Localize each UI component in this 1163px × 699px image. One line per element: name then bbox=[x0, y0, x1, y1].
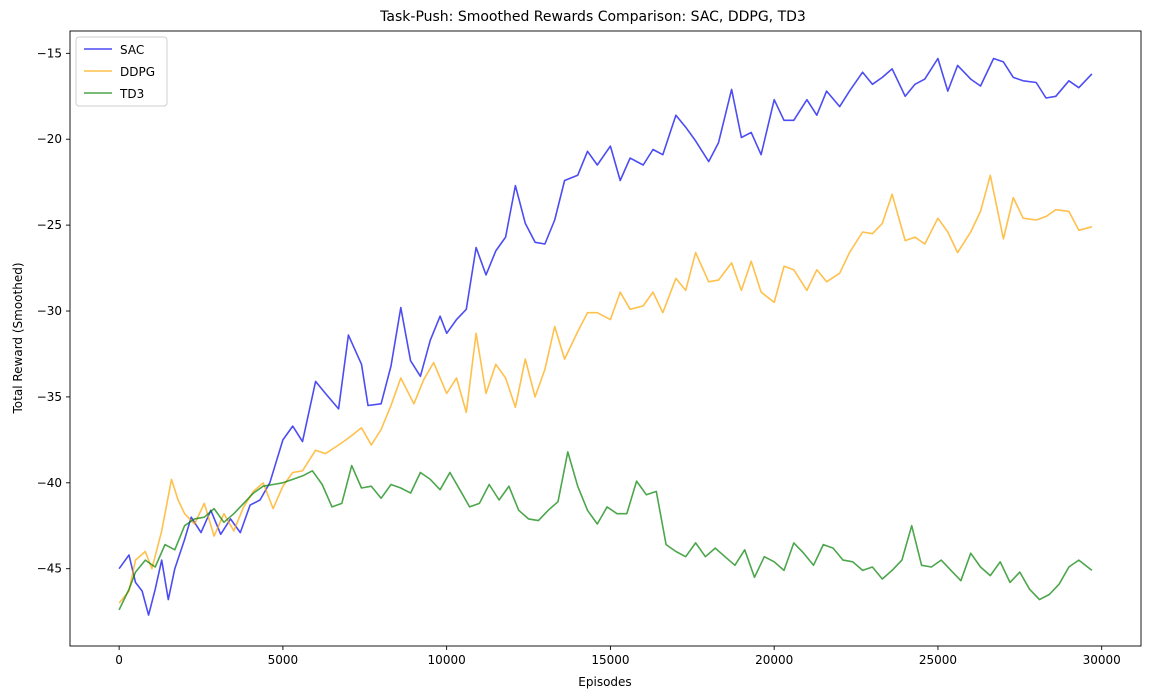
series-line-td3 bbox=[118, 451, 1093, 611]
chart-title: Task-Push: Smoothed Rewards Comparison: … bbox=[379, 9, 806, 25]
legend-box bbox=[75, 36, 168, 107]
series-line-ddpg bbox=[118, 174, 1093, 604]
x-axis-ticks: 0 5000 10000 15000 20000 25000 30000 bbox=[115, 646, 1121, 667]
x-tick-label: 25000 bbox=[919, 653, 957, 667]
x-tick-label: 30000 bbox=[1083, 653, 1121, 667]
plot-area bbox=[69, 30, 1142, 647]
legend-label-td3: TD3 bbox=[119, 87, 144, 101]
y-tick-label: −30 bbox=[37, 304, 62, 318]
series-line-sac bbox=[118, 57, 1093, 616]
x-axis-label: Episodes bbox=[578, 675, 631, 689]
legend-label-ddpg: DDPG bbox=[120, 65, 155, 79]
y-axis-ticks: −45 −40 −35 −30 −25 −20 −15 bbox=[37, 46, 70, 576]
series-layer bbox=[118, 57, 1093, 616]
y-axis-label: Total Reward (Smoothed) bbox=[11, 262, 25, 414]
y-tick-label: −45 bbox=[37, 562, 62, 576]
y-tick-label: −25 bbox=[37, 218, 62, 232]
x-tick-label: 5000 bbox=[268, 653, 299, 667]
x-tick-label: 0 bbox=[115, 653, 123, 667]
x-tick-label: 20000 bbox=[755, 653, 793, 667]
legend: SAC DDPG TD3 bbox=[75, 36, 168, 107]
x-tick-label: 10000 bbox=[428, 653, 466, 667]
y-tick-label: −15 bbox=[37, 46, 62, 60]
y-tick-label: −35 bbox=[37, 390, 62, 404]
x-tick-label: 15000 bbox=[591, 653, 629, 667]
y-tick-label: −20 bbox=[37, 132, 62, 146]
y-tick-label: −40 bbox=[37, 476, 62, 490]
legend-label-sac: SAC bbox=[120, 43, 144, 57]
